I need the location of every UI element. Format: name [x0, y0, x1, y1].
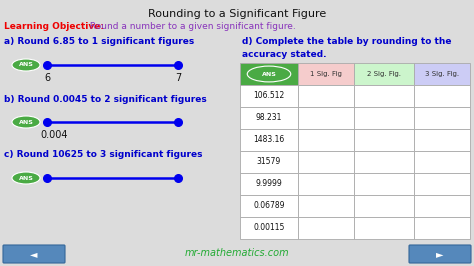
FancyBboxPatch shape: [298, 195, 354, 217]
FancyBboxPatch shape: [414, 173, 470, 195]
Text: a) Round 6.85 to 1 significant figures: a) Round 6.85 to 1 significant figures: [4, 37, 194, 46]
FancyBboxPatch shape: [354, 195, 414, 217]
FancyBboxPatch shape: [414, 129, 470, 151]
Ellipse shape: [12, 172, 40, 184]
Text: 106.512: 106.512: [254, 92, 284, 101]
FancyBboxPatch shape: [354, 217, 414, 239]
Text: 6: 6: [44, 73, 50, 83]
FancyBboxPatch shape: [298, 107, 354, 129]
FancyBboxPatch shape: [298, 173, 354, 195]
FancyBboxPatch shape: [298, 85, 354, 107]
FancyBboxPatch shape: [3, 245, 65, 263]
Ellipse shape: [12, 116, 40, 128]
FancyBboxPatch shape: [298, 63, 354, 85]
FancyBboxPatch shape: [414, 107, 470, 129]
Text: mr-mathematics.com: mr-mathematics.com: [185, 248, 289, 258]
FancyBboxPatch shape: [414, 195, 470, 217]
FancyBboxPatch shape: [240, 107, 298, 129]
Text: 9.9999: 9.9999: [255, 180, 283, 189]
FancyBboxPatch shape: [240, 129, 298, 151]
FancyBboxPatch shape: [298, 217, 354, 239]
FancyBboxPatch shape: [240, 63, 298, 85]
FancyBboxPatch shape: [240, 151, 298, 173]
FancyBboxPatch shape: [354, 63, 414, 85]
Ellipse shape: [12, 59, 40, 71]
FancyBboxPatch shape: [298, 129, 354, 151]
Ellipse shape: [247, 66, 291, 82]
FancyBboxPatch shape: [414, 85, 470, 107]
Text: 0.06789: 0.06789: [253, 202, 285, 210]
Text: Learning Objective:: Learning Objective:: [4, 22, 104, 31]
FancyBboxPatch shape: [298, 151, 354, 173]
Text: 31579: 31579: [257, 157, 281, 167]
Text: ◄: ◄: [30, 249, 38, 259]
Text: 0.00115: 0.00115: [253, 223, 285, 232]
Text: 1 Sig. Fig: 1 Sig. Fig: [310, 71, 342, 77]
FancyBboxPatch shape: [240, 85, 298, 107]
Text: 0.004: 0.004: [40, 130, 68, 140]
Text: 1483.16: 1483.16: [254, 135, 284, 144]
Text: d) Complete the table by rounding to the: d) Complete the table by rounding to the: [242, 37, 452, 46]
FancyBboxPatch shape: [409, 245, 471, 263]
FancyBboxPatch shape: [240, 173, 298, 195]
Text: 3 Sig. Fig.: 3 Sig. Fig.: [425, 71, 459, 77]
Text: 2 Sig. Fig.: 2 Sig. Fig.: [367, 71, 401, 77]
Text: b) Round 0.0045 to 2 significant figures: b) Round 0.0045 to 2 significant figures: [4, 95, 207, 104]
FancyBboxPatch shape: [354, 173, 414, 195]
FancyBboxPatch shape: [414, 217, 470, 239]
Text: Rounding to a Significant Figure: Rounding to a Significant Figure: [148, 9, 326, 19]
FancyBboxPatch shape: [414, 151, 470, 173]
FancyBboxPatch shape: [354, 107, 414, 129]
FancyBboxPatch shape: [414, 63, 470, 85]
FancyBboxPatch shape: [354, 85, 414, 107]
FancyBboxPatch shape: [354, 129, 414, 151]
Text: ANS: ANS: [262, 72, 276, 77]
Text: ANS: ANS: [18, 176, 34, 181]
Text: Round a number to a given significant figure.: Round a number to a given significant fi…: [87, 22, 296, 31]
Text: ANS: ANS: [18, 119, 34, 124]
FancyBboxPatch shape: [240, 195, 298, 217]
Text: accuracy stated.: accuracy stated.: [242, 50, 327, 59]
FancyBboxPatch shape: [240, 217, 298, 239]
FancyBboxPatch shape: [354, 151, 414, 173]
Text: c) Round 10625 to 3 significant figures: c) Round 10625 to 3 significant figures: [4, 150, 202, 159]
Text: ANS: ANS: [18, 63, 34, 68]
Text: ►: ►: [436, 249, 444, 259]
Text: 98.231: 98.231: [256, 114, 282, 123]
Text: 7: 7: [175, 73, 181, 83]
